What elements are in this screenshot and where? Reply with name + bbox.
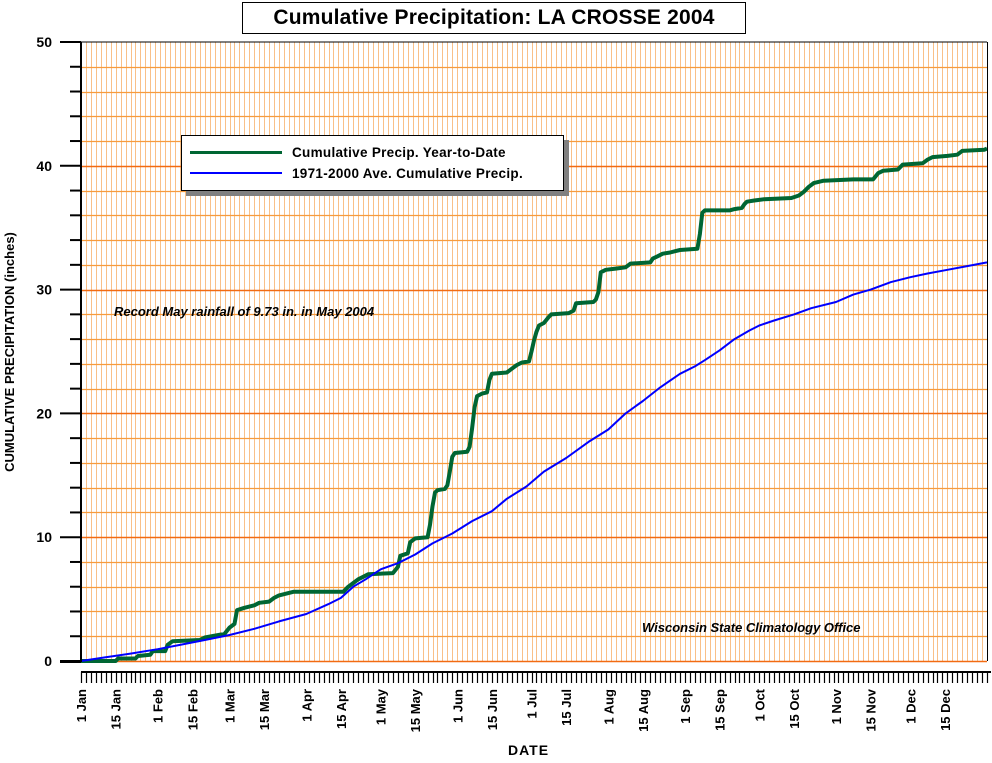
x-tick-label: 1 Aug bbox=[601, 689, 616, 725]
x-tick-label: 15 May bbox=[408, 688, 423, 732]
x-tick-label: 15 Mar bbox=[257, 689, 272, 730]
legend-label-ytd: Cumulative Precip. Year-to-Date bbox=[292, 144, 506, 160]
x-tick-label: 1 Jan bbox=[74, 689, 89, 722]
y-tick-label: 0 bbox=[44, 653, 52, 669]
grid bbox=[81, 42, 987, 663]
x-tick-label: 15 Jul bbox=[559, 689, 574, 726]
series-layer bbox=[80, 146, 988, 663]
chart-title-box: Cumulative Precipitation: LA CROSSE 2004 bbox=[242, 2, 746, 34]
y-tick-label: 10 bbox=[36, 529, 52, 545]
x-tick-label: 1 Apr bbox=[299, 689, 314, 722]
chart-title: Cumulative Precipitation: LA CROSSE 2004 bbox=[273, 6, 715, 29]
y-tick-label: 20 bbox=[36, 405, 52, 421]
x-tick-label: 1 May bbox=[374, 688, 389, 725]
x-tick-label: 15 Dec bbox=[938, 689, 953, 731]
x-tick-label: 1 Jun bbox=[450, 689, 465, 723]
axes bbox=[60, 41, 988, 663]
x-tick-label: 1 Jul bbox=[525, 689, 540, 719]
annotation-record-may: Record May rainfall of 9.73 in. in May 2… bbox=[114, 304, 375, 319]
y-axis-ticks: 0 10 20 30 40 50 bbox=[36, 34, 81, 669]
x-tick-label: 15 Jan bbox=[109, 689, 124, 730]
series-line-average bbox=[80, 261, 988, 662]
x-tick-label: 15 Aug bbox=[636, 689, 651, 732]
legend-item-average: 1971-2000 Ave. Cumulative Precip. bbox=[190, 163, 523, 183]
y-tick-label: 40 bbox=[36, 158, 52, 174]
legend-swatch-ytd bbox=[190, 150, 282, 154]
x-tick-label: 1 Dec bbox=[903, 689, 918, 724]
x-tick-label: 1 Nov bbox=[829, 688, 844, 724]
legend-item-ytd: Cumulative Precip. Year-to-Date bbox=[190, 142, 506, 162]
x-tick-label: 15 Sep bbox=[713, 689, 728, 731]
legend: Cumulative Precip. Year-to-Date 1971-200… bbox=[181, 135, 564, 191]
x-tick-label: 15 Oct bbox=[787, 688, 802, 728]
x-tick-label: 15 Apr bbox=[334, 689, 349, 729]
x-tick-label: 1 Mar bbox=[223, 689, 238, 723]
x-tick-label: 15 Feb bbox=[185, 689, 200, 730]
y-axis-label: CUMULATIVE PRECIPITATION (inches) bbox=[2, 232, 17, 472]
series-line-year-to-date bbox=[81, 146, 988, 663]
x-minor-ticks bbox=[80, 672, 989, 683]
legend-swatch-average bbox=[190, 172, 282, 174]
x-tick-label: 15 Jun bbox=[485, 689, 500, 730]
y-tick-label: 50 bbox=[36, 34, 52, 50]
x-axis-label: DATE bbox=[508, 742, 550, 758]
x-tick-label: 1 Sep bbox=[678, 689, 693, 724]
legend-label-average: 1971-2000 Ave. Cumulative Precip. bbox=[292, 165, 524, 181]
x-tick-label: 1 Feb bbox=[151, 689, 166, 723]
x-axis-ticks: 1 Jan 15 Jan 1 Feb 15 Feb 1 Mar 15 Mar 1 Apr 15… bbox=[74, 671, 991, 732]
x-tick-label: 15 Nov bbox=[864, 688, 879, 731]
y-tick-label: 30 bbox=[36, 282, 52, 298]
minor-vertical-gridlines bbox=[86, 42, 983, 661]
annotation-source: Wisconsin State Climatology Office bbox=[642, 620, 861, 635]
x-tick-label: 1 Oct bbox=[752, 688, 767, 721]
